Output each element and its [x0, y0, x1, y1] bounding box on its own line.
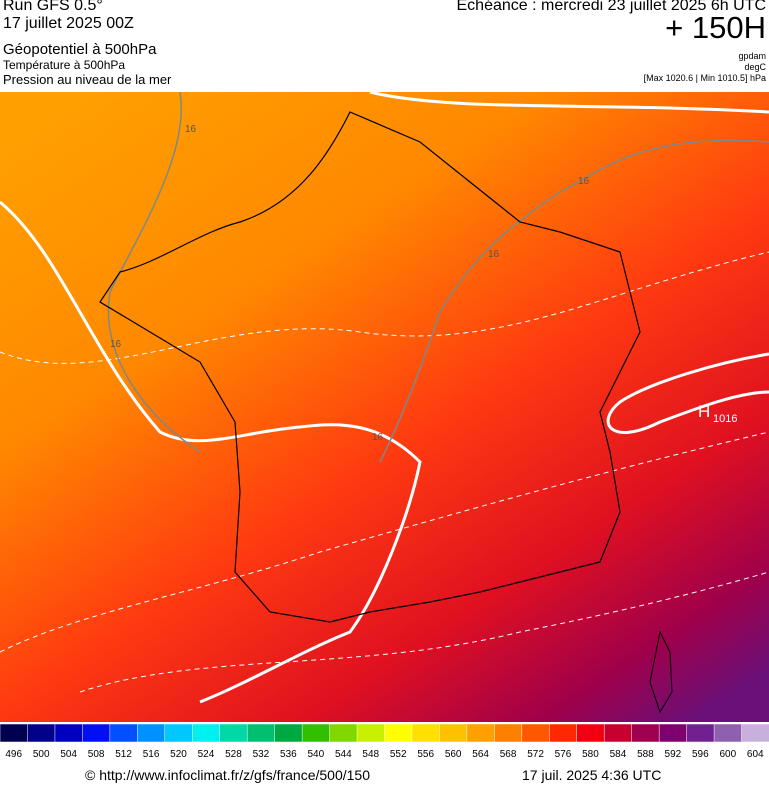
colorbar-label: 524 [198, 749, 215, 760]
layer: Température à 500hPa [3, 58, 126, 72]
lead-time: + 150H [665, 10, 766, 45]
color-swatch [603, 723, 633, 743]
color-swatch [549, 723, 578, 743]
colorbar: 496 500 504 508 512 516 520 524 528 532 536 540 544 5… [0, 723, 769, 760]
colorbar-label: 548 [362, 749, 379, 760]
colorbar-label: 572 [527, 749, 544, 760]
colorbar-label: 500 [33, 749, 50, 760]
colorbar-label: 560 [445, 749, 462, 760]
color-swatch [658, 723, 688, 743]
temp-contour [379, 139, 769, 463]
color-swatch [0, 723, 29, 743]
isotherm [0, 251, 769, 364]
isobar [0, 200, 422, 704]
color-swatch [137, 723, 166, 743]
color-swatch [219, 723, 248, 743]
color-swatch [713, 723, 743, 743]
corsica-outline [649, 630, 673, 714]
temp-contour [107, 92, 201, 453]
color-swatch [356, 723, 386, 743]
colorbar-label: 564 [472, 749, 489, 760]
colorbar-label: 544 [335, 749, 352, 760]
colorbar-label: 556 [417, 749, 434, 760]
colorbar-label: 532 [253, 749, 270, 760]
isotherm [0, 431, 769, 653]
color-swatch [274, 723, 303, 743]
colorbar-label: 528 [225, 749, 242, 760]
colorbar-label: 516 [143, 749, 160, 760]
color-swatch [82, 723, 111, 743]
unit: gpdam [738, 51, 766, 61]
colorbar-label: 512 [115, 749, 132, 760]
contour-label: 16 [578, 176, 590, 187]
unit: degC [744, 62, 766, 72]
colorbar-label: 552 [390, 749, 407, 760]
generated-time: 17 juil. 2025 4:36 UTC [522, 767, 662, 783]
color-swatch [686, 723, 715, 743]
color-swatch [494, 723, 523, 743]
color-swatch [54, 723, 84, 743]
colorbar-label: 540 [307, 749, 324, 760]
color-swatch [246, 723, 276, 743]
colorbar-label: 604 [747, 749, 764, 760]
map: 16 16 16 16 16 H 1016 [0, 92, 769, 722]
colorbar-label: 568 [500, 749, 517, 760]
contour-label: 16 [185, 124, 197, 135]
colorbar-label: 520 [170, 749, 187, 760]
colorbar-label: 600 [719, 749, 736, 760]
isobar [369, 92, 769, 114]
colorbar-label: 496 [5, 749, 22, 760]
colorbar-label: 592 [665, 749, 682, 760]
colorbar-label: 508 [88, 749, 105, 760]
layer: Géopotentiel à 500hPa [3, 41, 157, 58]
color-swatch [741, 723, 769, 743]
colorbar-label: 580 [582, 749, 599, 760]
colorbar-label: 596 [692, 749, 709, 760]
color-swatch [439, 723, 468, 743]
color-swatch [329, 723, 358, 743]
high-value: 1016 [713, 413, 737, 425]
color-swatch [164, 723, 194, 743]
contour-label: 16 [372, 432, 384, 443]
colorbar-label: 576 [555, 749, 572, 760]
color-swatch [521, 723, 551, 743]
colorbar-label: 584 [610, 749, 627, 760]
france-outline [99, 111, 641, 623]
echeance: Echéance : mercredi 23 juillet 2025 6h U… [456, 0, 767, 14]
color-swatch [192, 723, 221, 743]
color-swatch [411, 723, 441, 743]
high-symbol: H [698, 402, 710, 421]
temperature-field [0, 92, 769, 722]
color-swatch [109, 723, 139, 743]
unit: [Max 1020.6 | Min 1010.5] hPa [643, 73, 766, 83]
color-swatch [466, 723, 496, 743]
isobar [606, 352, 769, 434]
layer: Pression au niveau de la mer [3, 72, 172, 87]
source-url: © http://www.infoclimat.fr/z/gfs/france/… [85, 767, 370, 783]
run: Run GFS 0.5° [3, 0, 103, 14]
isotherm [79, 571, 769, 693]
colorbar-label: 536 [280, 749, 297, 760]
color-swatch [384, 723, 413, 743]
color-swatch [576, 723, 605, 743]
colorbar-label: 588 [637, 749, 654, 760]
colorbar-label: 504 [60, 749, 77, 760]
color-swatch [631, 723, 660, 743]
contour-label: 16 [488, 249, 500, 260]
contour-label: 16 [110, 339, 122, 350]
color-swatch [27, 723, 56, 743]
run-date: 17 juillet 2025 00Z [3, 15, 134, 32]
color-swatch [301, 723, 331, 743]
